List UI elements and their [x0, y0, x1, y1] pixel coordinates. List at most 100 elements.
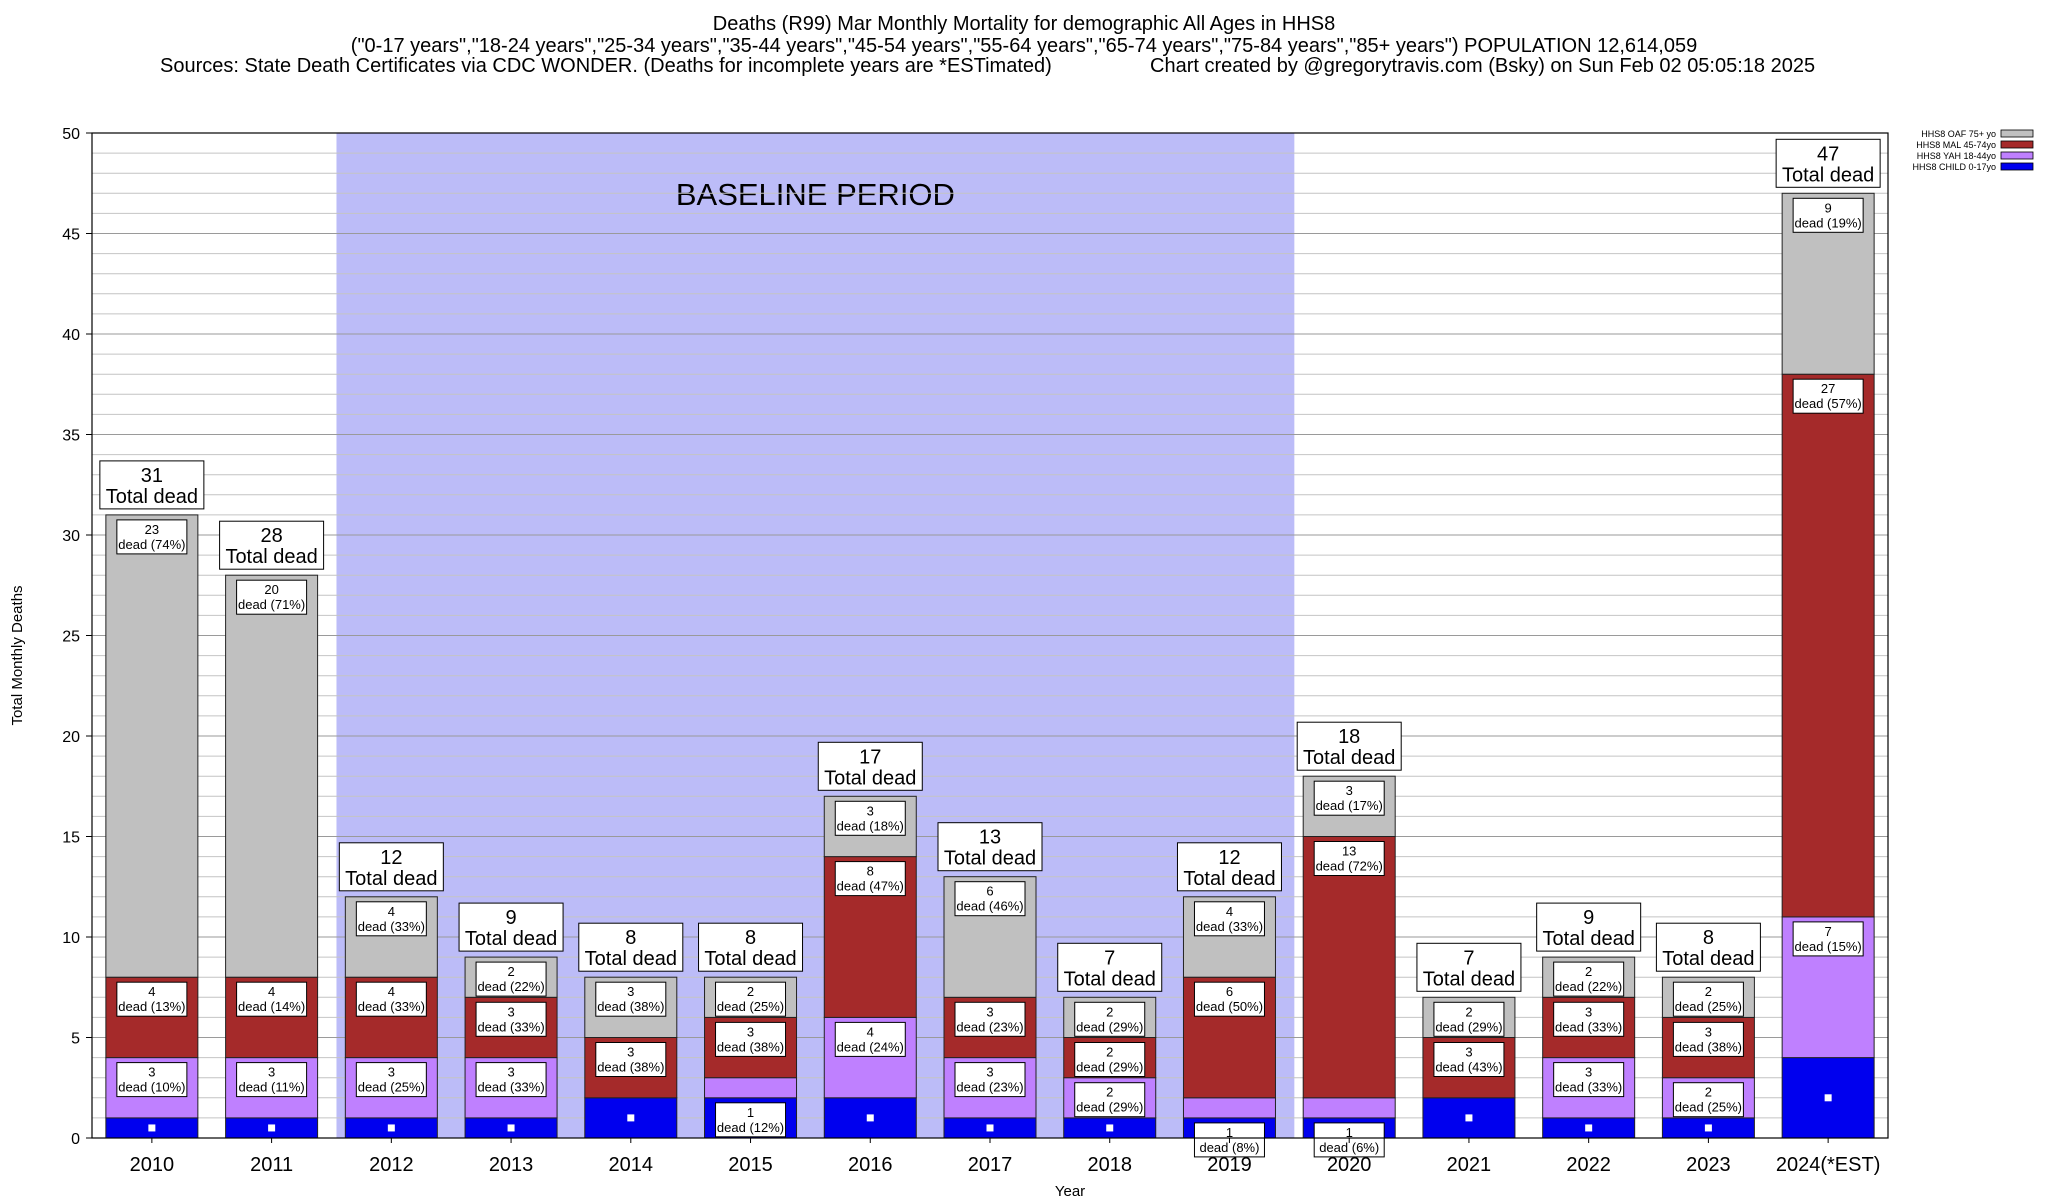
segment-label-box [355, 1062, 427, 1098]
segment-label-pct: dead (50%) [1196, 999, 1263, 1014]
segment-label-box [475, 1001, 547, 1037]
segment-label-box [595, 1042, 667, 1077]
x-tick-label: 2011 [250, 1154, 293, 1176]
total-label-box [1536, 902, 1642, 952]
segment-label-pct: dead (25%) [1675, 1100, 1742, 1115]
total-label-value: 9 [1583, 907, 1594, 929]
segment-label-pct: dead (43%) [1435, 1060, 1502, 1075]
segment-label-count: 4 [388, 904, 395, 919]
x-tick-label: 2013 [489, 1154, 534, 1176]
segment-label-box [715, 981, 787, 1017]
total-label-value: 8 [1703, 927, 1714, 949]
segment-label-box [116, 1062, 188, 1098]
segment-label-pct: dead (22%) [1555, 979, 1622, 994]
segment-label-count: 2 [507, 964, 514, 979]
x-axis-title: Year [1055, 1183, 1085, 1200]
segment-label-count: 1 [1226, 1125, 1233, 1140]
child-marker [866, 1114, 874, 1122]
y-tick-label: 5 [71, 1031, 80, 1048]
total-label-value: 18 [1338, 726, 1360, 748]
total-label-word: Total dead [824, 767, 916, 789]
total-label-box [1176, 842, 1282, 892]
segment-label-pct: dead (18%) [837, 818, 904, 833]
legend-label: HHS8 MAL 45-74yo [1916, 140, 1996, 150]
segment-label-pct: dead (33%) [1555, 1080, 1622, 1095]
segment-label-count: 2 [1705, 1085, 1712, 1100]
segment-label-pct: dead (19%) [1795, 215, 1862, 230]
segment-label-pct: dead (71%) [238, 597, 305, 612]
total-label-value: 13 [979, 827, 1001, 849]
total-label-word: Total dead [704, 948, 796, 970]
segment-label-pct: dead (29%) [1076, 1060, 1143, 1075]
total-label-word: Total dead [345, 868, 437, 890]
segment-label-count: 4 [867, 1024, 874, 1039]
total-label-box [817, 741, 923, 791]
segment-label-count: 4 [148, 984, 155, 999]
total-label-box [1057, 942, 1163, 992]
segment-label-count: 3 [268, 1065, 275, 1080]
segment-label-pct: dead (29%) [1076, 1100, 1143, 1115]
total-label-value: 12 [1218, 847, 1240, 869]
segment-label-pct: dead (38%) [717, 1039, 784, 1054]
segment-label-box [1193, 901, 1265, 937]
legend-label: HHS8 YAH 18-44yo [1917, 151, 1996, 161]
child-marker [268, 1124, 276, 1132]
segment-label-pct: dead (29%) [1435, 1019, 1502, 1034]
segment-label-count: 3 [1585, 1065, 1592, 1080]
segment-label-box [715, 1102, 787, 1138]
x-tick-label: 2020 [1327, 1154, 1372, 1176]
segment-label-pct: dead (6%) [1319, 1140, 1379, 1155]
y-tick-label: 15 [62, 830, 80, 847]
segment-label-count: 2 [1106, 1004, 1113, 1019]
child-marker [148, 1124, 156, 1132]
segment-label-pct: dead (23%) [956, 1019, 1023, 1034]
segment-label-count: 6 [986, 884, 993, 899]
segment-label-pct: dead (33%) [1196, 919, 1263, 934]
child-marker [1704, 1124, 1712, 1132]
segment-label-count: 3 [986, 1065, 993, 1080]
segment-label-box [236, 1062, 308, 1098]
chart-title: Deaths (R99) Mar Monthly Mortality for d… [712, 13, 1336, 35]
child-marker [1106, 1124, 1114, 1132]
x-tick-label: 2016 [848, 1154, 893, 1176]
segment-label-box [1672, 981, 1744, 1017]
total-label-word: Total dead [1782, 164, 1874, 186]
child-marker [1824, 1094, 1832, 1102]
segment-label-box [1792, 378, 1864, 414]
total-label-value: 17 [859, 746, 881, 768]
segment-label-count: 2 [1106, 1045, 1113, 1060]
x-tick-label: 2019 [1207, 1154, 1252, 1176]
legend-label: HHS8 CHILD 0-17yo [1912, 162, 1996, 172]
segment-label-box [1074, 1082, 1146, 1118]
segment-label-box [954, 1062, 1026, 1098]
total-label-value: 8 [625, 927, 636, 949]
segment-label-count: 2 [1106, 1085, 1113, 1100]
segment-label-pct: dead (22%) [477, 979, 544, 994]
segment-label-pct: dead (25%) [717, 999, 784, 1014]
bar-segment [1781, 373, 1875, 918]
segment-label-box [475, 1062, 547, 1098]
segment-label-box [116, 981, 188, 1017]
y-axis-title: Total Monthly Deaths [9, 585, 26, 725]
segment-label-count: 9 [1825, 200, 1832, 215]
segment-label-pct: dead (8%) [1199, 1140, 1259, 1155]
total-label-word: Total dead [106, 486, 198, 508]
